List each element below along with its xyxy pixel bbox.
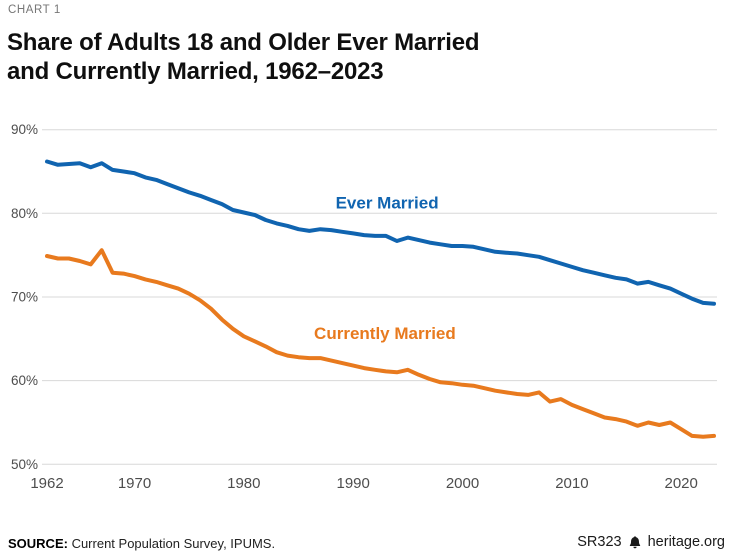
x-axis-tick-2020: 2020 [665,475,698,492]
x-axis-tick-1962: 1962 [30,475,63,492]
series-line-currently-married [45,248,716,439]
x-axis-tick-1970: 1970 [118,475,151,492]
title-line-2: and Currently Married, 1962–2023 [7,58,384,86]
source-label: SOURCE: [8,536,68,551]
source-note: SOURCE: Current Population Survey, IPUMS… [8,536,275,551]
y-axis-tick-90: 90% [11,122,38,137]
series-label-ever-married: Ever Married [336,194,439,213]
y-axis-tick-50: 50% [11,457,38,472]
y-axis-tick-70: 70% [11,290,38,305]
series-label-currently-married: Currently Married [314,324,456,343]
y-axis-tick-80: 80% [11,206,38,221]
source-text: Current Population Survey, IPUMS. [67,536,276,551]
series-line-ever-married [45,159,716,306]
y-axis-tick-60: 60% [11,373,38,388]
x-axis-tick-1980: 1980 [227,475,260,492]
x-axis-tick-2000: 2000 [446,475,479,492]
heritage-bell-icon [629,535,640,548]
footer-branding: SR323 heritage.org [577,534,725,550]
page-title: Share of Adults 18 and Older Ever Marrie… [7,28,480,87]
site-url: heritage.org [647,534,725,550]
title-line-1: Share of Adults 18 and Older Ever Marrie… [7,29,480,56]
x-axis-tick-2010: 2010 [555,475,588,492]
x-axis-tick-1990: 1990 [337,475,370,492]
chart-number: CHART 1 [8,4,61,16]
report-id: SR323 [577,534,622,550]
